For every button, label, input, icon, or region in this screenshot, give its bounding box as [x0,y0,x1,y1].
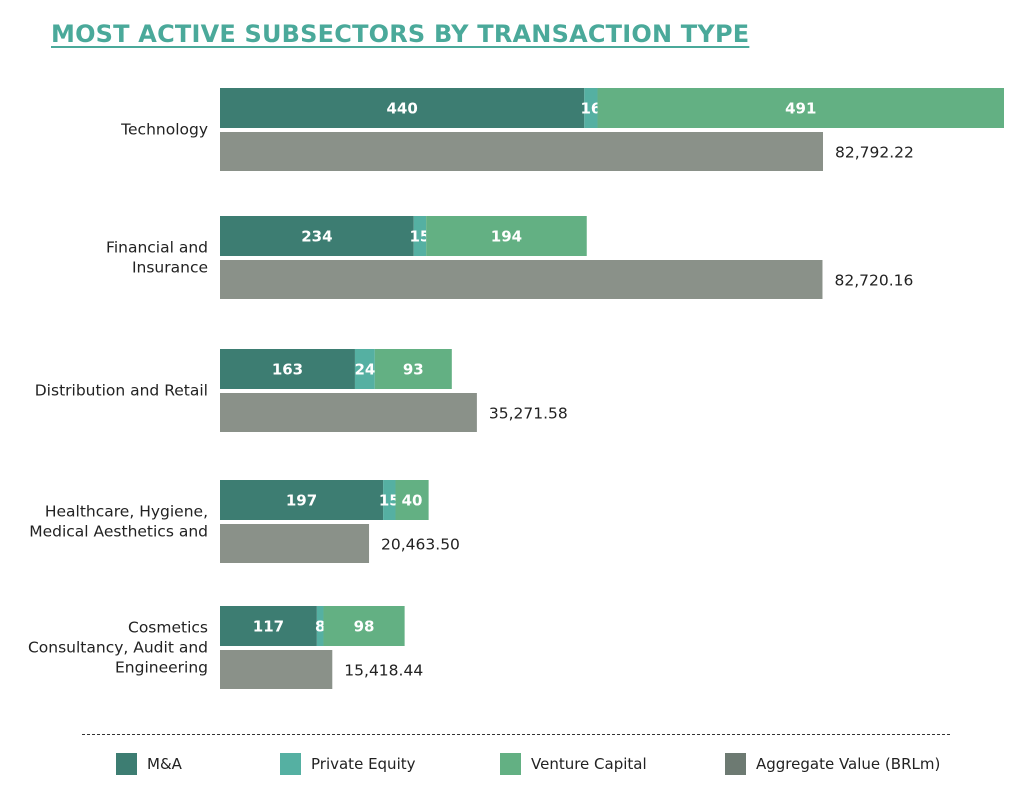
bar-pe-3 [383,480,396,520]
bar-ma-0 [220,88,585,128]
aggregate-value-label-0: 82,792.22 [835,144,914,162]
bar-label-ma-3: 197 [286,492,317,510]
legend-label-pe: Private Equity [311,755,416,773]
bar-label-pe-1: 15 [409,228,430,246]
bar-aggregate-1 [220,260,823,299]
aggregate-value-label-2: 35,271.58 [489,405,568,423]
bar-aggregate-2 [220,393,477,432]
chart-title: MOST ACTIVE SUBSECTORS BY TRANSACTION TY… [51,20,750,48]
bar-label-ma-2: 163 [272,361,303,379]
bar-label-vc-4: 98 [354,618,375,636]
bar-vc-3 [395,480,429,520]
bar-aggregate-0 [220,132,823,171]
aggregate-value-label-4: 15,418.44 [344,662,423,680]
legend-label-ma: M&A [147,755,182,773]
category-label-4: Cosmetics Consultancy, Audit and Engineeri… [28,619,208,677]
legend-label-vc: Venture Capital [531,755,647,773]
bar-ma-3 [220,480,384,520]
legend-item-pe: Private Equity [280,752,416,776]
bar-ma-1 [220,216,414,256]
bar-label-ma-4: 117 [253,618,284,636]
bar-vc-0 [597,88,1004,128]
bar-ma-2 [220,349,355,389]
legend-item-agg: Aggregate Value (BRLm) [725,752,940,776]
category-label-0: Technology [120,121,208,139]
legend-divider [82,734,950,735]
bar-vc-2 [374,349,452,389]
bar-aggregate-4 [220,650,333,689]
legend-item-vc: Venture Capital [500,752,647,776]
bar-label-vc-0: 491 [785,100,816,118]
bar-label-pe-2: 24 [354,361,375,379]
bar-label-vc-2: 93 [403,361,424,379]
legend-swatch-ma [116,753,137,775]
bar-vc-1 [426,216,587,256]
bar-label-ma-1: 234 [301,228,332,246]
bar-vc-4 [323,606,405,646]
bar-pe-0 [584,88,598,128]
bar-aggregate-3 [220,524,370,563]
bar-label-vc-3: 40 [402,492,423,510]
bar-pe-1 [413,216,427,256]
legend-swatch-vc [500,753,521,775]
legend-swatch-pe [280,753,301,775]
category-label-2: Distribution and Retail [35,382,208,400]
legend-item-ma: M&A [116,752,182,776]
legend-swatch-agg [725,753,746,775]
bar-label-vc-1: 194 [491,228,522,246]
legend-label-agg: Aggregate Value (BRLm) [756,755,941,773]
bar-label-pe-4: 8 [315,618,325,636]
bar-pe-2 [354,349,375,389]
bar-label-pe-3: 15 [379,492,400,510]
bar-label-ma-0: 440 [386,100,417,118]
aggregate-value-label-1: 82,720.16 [834,272,913,290]
bar-label-pe-0: 16 [580,100,601,118]
bar-ma-4 [220,606,317,646]
aggregate-value-label-3: 20,463.50 [381,536,460,554]
chart: 440 16 491 82,792.22 Technology 234 15 194 82,72… [28,88,1004,689]
bar-pe-4 [316,606,324,646]
category-label-3: Healthcare, Hygiene, Medical Aesthetics a… [29,503,208,541]
category-label-1: Financial and Insurance [106,239,208,277]
